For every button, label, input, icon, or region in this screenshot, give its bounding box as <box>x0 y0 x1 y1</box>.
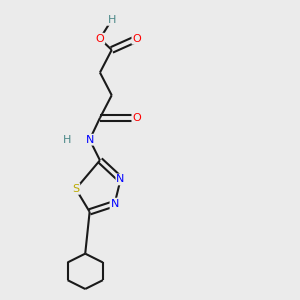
Text: N: N <box>85 135 94 145</box>
Text: O: O <box>132 113 141 123</box>
Text: O: O <box>96 34 104 44</box>
Text: N: N <box>116 174 125 184</box>
Text: H: H <box>63 135 72 145</box>
Text: H: H <box>107 15 116 25</box>
Text: S: S <box>72 184 80 194</box>
Text: O: O <box>132 34 141 44</box>
Text: N: N <box>110 199 119 208</box>
